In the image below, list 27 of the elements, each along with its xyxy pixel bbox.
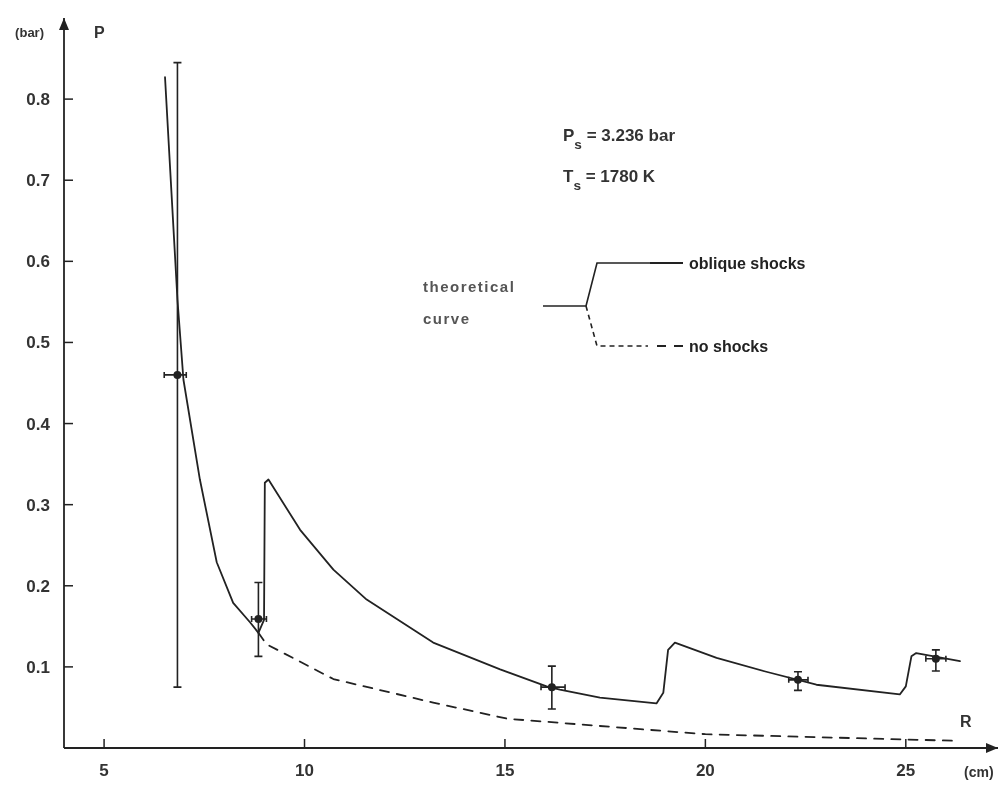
legend-label: oblique shocks <box>689 255 806 272</box>
point <box>793 675 802 684</box>
y-tick-label: 0.7 <box>26 171 50 191</box>
legend-label: no shocks <box>689 338 769 355</box>
text: (bar) <box>15 25 44 40</box>
y-tick-label: 0.5 <box>26 333 50 353</box>
annotation: T$_{s}$ = 1780 K <box>563 167 656 193</box>
point <box>173 370 182 379</box>
y-tick-label: 0.3 <box>26 495 50 515</box>
annotation: P$_{s}$ = 3.236 bar <box>563 126 676 152</box>
x-axis-title: R <box>960 713 972 730</box>
legend-title: theoretical curve <box>423 278 516 327</box>
text: (cm) <box>964 764 994 780</box>
x-tick-label: 25 <box>896 761 916 780</box>
y-axis-title: P <box>94 24 105 41</box>
y-tick-label: 0.6 <box>26 252 50 272</box>
x-tick-label: 10 <box>295 761 314 780</box>
y-tick-label: 0.2 <box>26 576 50 596</box>
x-tick-label: 15 <box>495 761 515 780</box>
y-tick-label: 0.1 <box>26 657 50 677</box>
point <box>547 683 556 692</box>
y-tick-label: 0.8 <box>26 90 50 110</box>
point <box>931 654 940 663</box>
y-tick-label: 0.4 <box>26 414 51 434</box>
point <box>254 615 263 624</box>
x-tick-label: 20 <box>695 761 715 780</box>
x-tick-label: 5 <box>99 761 109 780</box>
